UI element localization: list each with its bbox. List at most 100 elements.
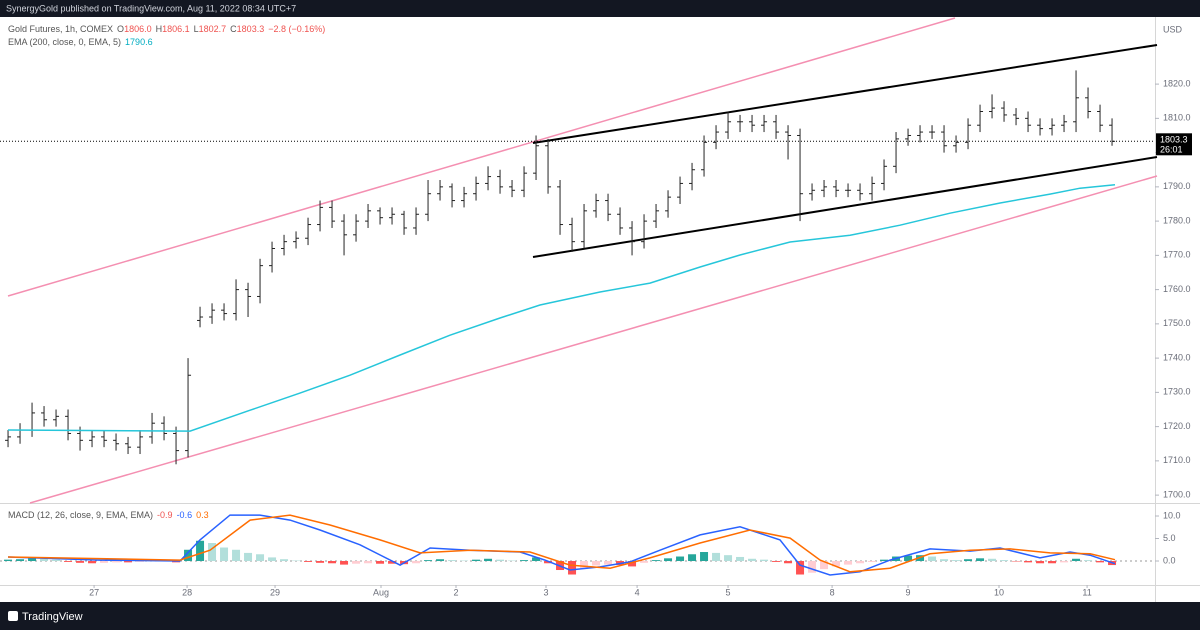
price-tag-value: 1803.3 <box>1160 135 1188 145</box>
macd-histogram-bar <box>256 554 265 562</box>
macd-histogram-bar <box>904 555 913 562</box>
macd-histogram-bar <box>712 552 721 562</box>
ohlc-key: O <box>117 24 125 34</box>
y-tick-label: 1750.0 <box>1163 318 1191 328</box>
wedge-upper <box>532 44 1158 144</box>
symbol: Gold Futures, 1h, COMEX <box>8 24 114 34</box>
signal-value: 0.3 <box>196 510 209 520</box>
price-tag <box>1156 133 1192 156</box>
macd-histogram-bar <box>940 559 949 562</box>
macd-histogram-bar <box>484 558 493 562</box>
ema-label: EMA (200, close, 0, EMA, 5) <box>8 37 122 47</box>
macd-histogram-bar <box>268 557 277 562</box>
macd-histogram-bar <box>868 561 877 562</box>
macd-histogram-bar <box>532 557 541 562</box>
macd-histogram-bar <box>676 556 685 562</box>
macd-histogram-bar <box>316 561 325 563</box>
macd-histogram-bar <box>964 559 973 562</box>
currency: USD <box>1163 24 1183 34</box>
y-tick-label: 1760.0 <box>1163 284 1191 294</box>
ohlc-item: H1806.1 <box>156 24 190 34</box>
macd-histogram-bar <box>100 561 109 563</box>
change: −2.8 (−0.16%) <box>268 24 326 34</box>
macd-histogram-bar <box>1072 558 1081 562</box>
y-tick-label: 1770.0 <box>1163 250 1191 260</box>
symbol-legend: Gold Futures, 1h, COMEX O1806.0 H1806.1 … <box>8 24 325 34</box>
macd-label: MACD (12, 26, close, 9, EMA, EMA) <box>8 510 154 520</box>
macd-histogram-bar <box>376 561 385 564</box>
y-tick-label: 1730.0 <box>1163 387 1191 397</box>
ohlc-item: O1806.0 <box>117 24 152 34</box>
trend-lines <box>7 17 1158 504</box>
x-tick-label: 2 <box>453 587 458 597</box>
ema-legend: EMA (200, close, 0, EMA, 5) 1790.6 <box>8 37 153 47</box>
x-tick-label: 5 <box>726 587 731 597</box>
macd-value: -0.6 <box>176 510 193 520</box>
channel-lower <box>29 175 1158 504</box>
macd-histogram-bar <box>472 559 481 562</box>
y-tick-label: 0.0 <box>1163 555 1176 565</box>
macd-histogram-bar <box>424 560 433 562</box>
macd-histogram-bar <box>724 555 733 562</box>
macd-line <box>7 514 1116 576</box>
x-tick-label: 9 <box>906 587 911 597</box>
macd-histogram-bar <box>388 561 397 564</box>
ohlc-value: 1803.3 <box>236 24 265 34</box>
ohlc-item: C1803.3 <box>230 24 264 34</box>
macd-histogram-bar <box>1084 560 1093 562</box>
x-tick-label: 11 <box>1082 587 1091 597</box>
ohlc-key: C <box>230 24 237 34</box>
y-tick-label: 5.0 <box>1163 533 1176 543</box>
macd-histogram-bar <box>520 560 529 562</box>
macd-histogram-bar <box>208 543 217 562</box>
macd-histogram-bar <box>244 552 253 562</box>
brand-logo <box>8 611 18 621</box>
brand: TradingView <box>22 611 83 623</box>
macd-histogram-bar <box>748 558 757 562</box>
x-tick-label: 29 <box>270 587 280 597</box>
header-bar <box>0 0 1200 17</box>
macd-histogram-bar <box>856 561 865 564</box>
macd-histogram-bar <box>76 561 85 563</box>
y-tick-label: 1710.0 <box>1163 455 1191 465</box>
macd-histogram-bar <box>628 561 637 567</box>
ohlc-value: 1806.1 <box>162 24 190 34</box>
signal-line <box>7 514 1116 573</box>
macd-histogram-bar <box>124 561 133 563</box>
x-tick-label: 28 <box>182 587 192 597</box>
ohlc-value: 1802.7 <box>198 24 227 34</box>
macd-histogram-bar <box>340 561 349 565</box>
macd-histogram-bar <box>88 561 97 564</box>
macd-histogram-bar <box>772 561 781 562</box>
macd-histogram-bar <box>844 561 853 565</box>
macd-histogram-bar <box>568 561 577 575</box>
macd-histogram-bar <box>988 558 997 562</box>
macd-histogram-bar <box>196 540 205 562</box>
macd-histogram-bar <box>736 556 745 562</box>
macd-histogram-bar <box>580 561 589 570</box>
macd-histogram-bar <box>1060 561 1069 563</box>
publisher: SynergyGold published on TradingView.com… <box>6 3 296 13</box>
macd-histogram-bar <box>16 559 25 562</box>
y-tick-label: 1820.0 <box>1163 78 1191 88</box>
macd-histogram-bar <box>112 561 121 563</box>
macd-histogram-bar <box>184 549 193 562</box>
ohlc-key: L <box>193 24 199 34</box>
macd-histogram-bar <box>4 559 13 562</box>
macd-histogram-bar <box>604 561 613 565</box>
macd-histogram-bar <box>220 547 229 562</box>
y-tick-label: 1810.0 <box>1163 113 1191 123</box>
macd-histogram-bar <box>412 561 421 564</box>
macd-histogram-bar <box>592 561 601 566</box>
macd-legend: MACD (12, 26, close, 9, EMA, EMA) -0.9 -… <box>8 510 209 520</box>
ohlc-value: 1806.0 <box>124 24 152 34</box>
x-tick-label: 27 <box>89 587 99 597</box>
macd-histogram-bar <box>808 561 817 573</box>
ema-line <box>7 184 1116 432</box>
y-tick-label: 1740.0 <box>1163 352 1191 362</box>
macd-histogram-bar <box>952 560 961 562</box>
macd-histogram-bar <box>448 560 457 562</box>
macd-histogram-bar <box>796 561 805 575</box>
